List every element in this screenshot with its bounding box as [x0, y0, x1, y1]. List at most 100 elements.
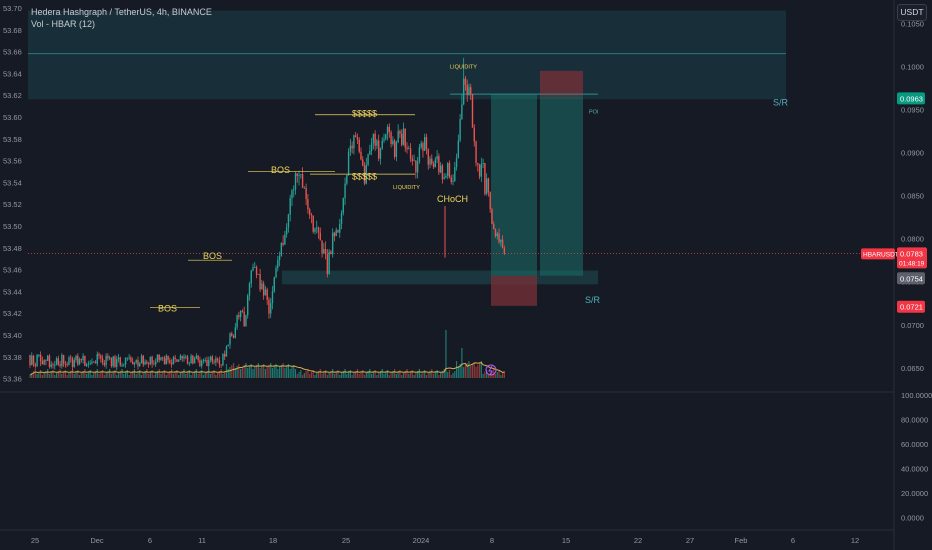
- volume-bar: [355, 371, 357, 378]
- annotation-label: POI: [589, 109, 599, 115]
- candle-body: [193, 358, 196, 364]
- volume-bar: [261, 366, 263, 378]
- volume-bar: [213, 370, 215, 378]
- candle-body: [179, 355, 182, 361]
- volume-bar: [117, 373, 120, 378]
- candle-body: [73, 360, 75, 367]
- volume-bar: [169, 371, 171, 378]
- volume-bar: [208, 369, 210, 378]
- candle-body: [149, 356, 152, 365]
- volume-bar: [68, 373, 70, 378]
- annotation-label: LIQUIDITY: [450, 65, 477, 71]
- candle-body: [383, 138, 385, 141]
- candle-body: [48, 355, 51, 367]
- volume-bar: [89, 370, 91, 378]
- candle-body: [445, 175, 447, 178]
- candle-body: [188, 363, 190, 365]
- volume-bar: [158, 369, 160, 378]
- volume-bar: [52, 370, 54, 378]
- annotation-label: BOS: [158, 303, 177, 313]
- lightning-icon[interactable]: [485, 364, 497, 376]
- candle-body: [317, 227, 320, 233]
- volume-bar: [275, 364, 277, 378]
- candle-body: [124, 357, 127, 365]
- volume-bar: [494, 374, 497, 378]
- candle-body: [199, 360, 201, 367]
- volume-axis-tick: 0.0000: [901, 514, 924, 523]
- volume-bar: [238, 364, 240, 378]
- volume-bar: [464, 365, 467, 378]
- price-axis-tick: 0.1000: [901, 63, 924, 72]
- candle-body: [367, 154, 369, 165]
- volume-bar: [432, 374, 435, 378]
- volume-bar: [174, 372, 176, 378]
- candle-body: [170, 362, 173, 365]
- candle-body: [409, 148, 412, 159]
- candle-body: [91, 361, 93, 364]
- volume-bar: [411, 370, 413, 378]
- volume-bar: [470, 366, 472, 378]
- candle-body: [461, 104, 463, 120]
- candle-body: [300, 174, 302, 175]
- volume-bar: [293, 365, 295, 378]
- candle-body: [94, 361, 97, 364]
- candle-body: [418, 147, 421, 162]
- volume-bar: [399, 370, 401, 378]
- volume-bar: [263, 364, 265, 378]
- volume-bar: [404, 371, 406, 378]
- volume-bar: [54, 375, 56, 378]
- time-axis-tick: Dec: [90, 536, 104, 545]
- candle-body: [450, 177, 452, 182]
- volume-bar: [38, 372, 40, 378]
- volume-bar: [190, 375, 192, 378]
- candle-body: [252, 267, 254, 271]
- currency-unit-button[interactable]: USDT: [897, 4, 927, 21]
- volume-bar: [335, 372, 337, 378]
- candle-body: [482, 162, 484, 164]
- candle-body: [121, 365, 123, 367]
- candle-body: [71, 358, 74, 367]
- candle-body: [470, 87, 472, 95]
- candle-body: [438, 156, 440, 173]
- volume-bar: [305, 371, 307, 378]
- candle-body: [402, 128, 405, 145]
- volume-bar: [427, 373, 429, 378]
- candle-body: [362, 159, 364, 166]
- volume-bar: [436, 370, 438, 378]
- volume-bar: [443, 369, 445, 378]
- volume-bar: [185, 374, 187, 378]
- candle-body: [441, 165, 444, 180]
- candle-body: [271, 291, 274, 304]
- volume-bar: [397, 372, 399, 378]
- candle-body: [103, 362, 106, 366]
- candle-body: [64, 363, 67, 365]
- candle-body: [231, 333, 233, 336]
- volume-bar: [346, 374, 348, 378]
- volume-bar: [503, 371, 505, 378]
- candle-body: [455, 157, 458, 168]
- volume-bar: [77, 370, 79, 378]
- candle-body: [29, 354, 31, 366]
- volume-bar: [202, 375, 205, 378]
- volume-bar: [137, 372, 139, 378]
- candle-body: [457, 140, 460, 158]
- time-axis-tick: 2024: [413, 536, 430, 545]
- candle-body: [390, 131, 392, 145]
- volume-bar: [96, 369, 98, 378]
- time-axis-tick: 6: [148, 536, 152, 545]
- volume-bar: [312, 370, 314, 378]
- candle-body: [172, 357, 175, 365]
- volume-bar: [459, 364, 461, 378]
- candle-body: [395, 142, 398, 157]
- volume-bar: [48, 374, 51, 378]
- volume-bar: [332, 369, 334, 378]
- candle-body: [241, 310, 244, 312]
- price-label-badge: [897, 272, 925, 285]
- candle-body: [339, 224, 341, 233]
- volume-bar: [124, 372, 127, 378]
- volume-bar: [310, 372, 313, 378]
- volume-bar: [270, 363, 272, 378]
- time-axis-tick: 8: [490, 536, 494, 545]
- volume-bar: [319, 369, 321, 378]
